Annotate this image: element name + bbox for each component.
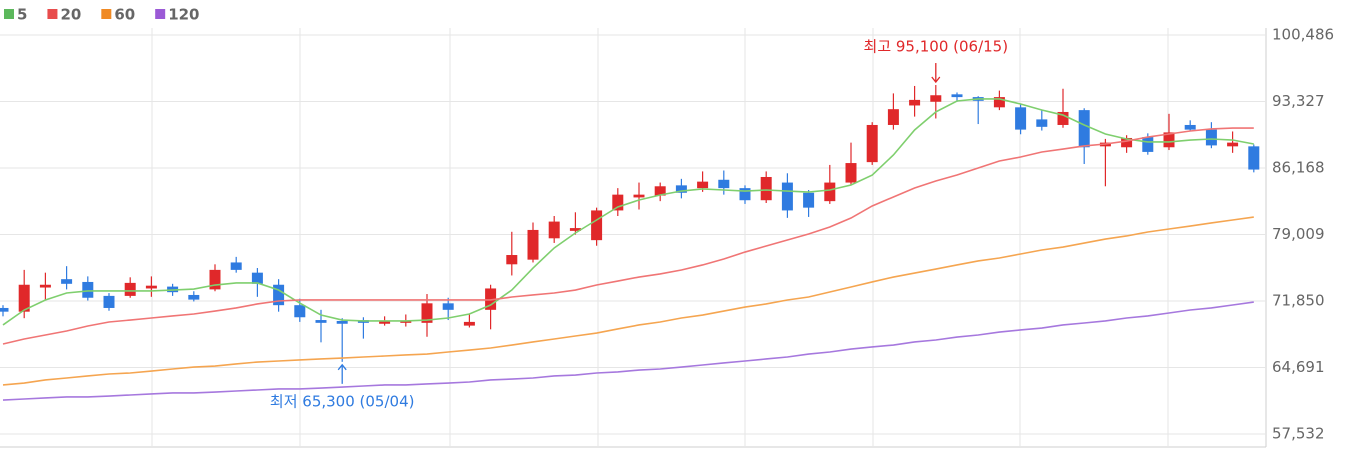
candle-body bbox=[548, 221, 560, 239]
legend-swatch bbox=[101, 9, 112, 19]
legend-swatch bbox=[47, 9, 58, 19]
candle-body bbox=[103, 295, 115, 308]
candle-body bbox=[612, 194, 624, 211]
candle-body bbox=[781, 182, 793, 211]
candle-body bbox=[0, 307, 9, 312]
candle-body bbox=[824, 182, 836, 202]
candle-body bbox=[1057, 111, 1069, 125]
candle-body bbox=[951, 94, 963, 98]
legend-label: 120 bbox=[168, 6, 199, 24]
candle-body bbox=[1015, 107, 1027, 130]
annotation-label: 최저 65,300 (05/04) bbox=[270, 392, 415, 410]
candle-body bbox=[421, 303, 433, 323]
candle-body bbox=[633, 194, 645, 198]
moving-average-line bbox=[2, 216, 1254, 386]
y-tick-label: 71,850 bbox=[1272, 292, 1325, 310]
candle-body bbox=[718, 179, 730, 189]
y-tick-label: 57,532 bbox=[1272, 425, 1325, 443]
legend-label: 5 bbox=[17, 6, 27, 24]
candle-body bbox=[930, 95, 942, 102]
annotation-label: 최고 95,100 (06/15) bbox=[864, 38, 1009, 56]
candle-body bbox=[1163, 132, 1175, 148]
y-tick-label: 86,168 bbox=[1272, 159, 1325, 177]
candle-body bbox=[230, 262, 242, 270]
candle-body bbox=[887, 109, 899, 125]
legend-swatch bbox=[4, 9, 14, 19]
annotation-arrowhead bbox=[931, 76, 941, 84]
candle-body bbox=[739, 188, 751, 201]
candle-body bbox=[1078, 110, 1090, 148]
candle-body bbox=[379, 320, 391, 324]
moving-average-line bbox=[2, 127, 1254, 345]
annotation-arrowhead bbox=[337, 363, 347, 371]
moving-average-line bbox=[2, 301, 1254, 401]
candle-body bbox=[1205, 129, 1217, 146]
candle-body bbox=[845, 163, 857, 183]
candle-body bbox=[1142, 137, 1154, 152]
candle-body bbox=[569, 228, 581, 231]
candle-body bbox=[1184, 124, 1196, 130]
candle-body bbox=[675, 185, 687, 193]
candles bbox=[0, 85, 1260, 362]
candle-body bbox=[82, 281, 94, 298]
candle-body bbox=[124, 282, 136, 296]
moving-average-line bbox=[2, 98, 1254, 326]
candle-body bbox=[485, 288, 497, 310]
candle-body bbox=[273, 284, 285, 306]
candle-body bbox=[400, 320, 412, 323]
candle-body bbox=[866, 124, 878, 163]
candle-body bbox=[39, 284, 51, 288]
y-tick-label: 93,327 bbox=[1272, 92, 1325, 110]
candle-body bbox=[506, 255, 518, 265]
candle-body bbox=[697, 181, 709, 189]
candle-body bbox=[315, 320, 327, 323]
legend-swatch bbox=[155, 9, 166, 19]
legend-label: 20 bbox=[60, 6, 81, 24]
candle-body bbox=[442, 303, 454, 310]
candle-body bbox=[1036, 119, 1048, 127]
candle-body bbox=[1227, 142, 1239, 147]
candle-body bbox=[336, 320, 348, 324]
candle-body bbox=[993, 97, 1005, 108]
candle-body bbox=[18, 284, 30, 312]
candle-body bbox=[1248, 146, 1260, 170]
candle-body bbox=[1121, 137, 1133, 148]
candle-body bbox=[527, 229, 539, 260]
candle-body bbox=[654, 186, 666, 196]
candle-body bbox=[145, 285, 157, 289]
y-tick-label: 100,486 bbox=[1272, 26, 1334, 44]
candle-body bbox=[760, 176, 772, 201]
candle-body bbox=[803, 192, 815, 208]
y-tick-label: 79,009 bbox=[1272, 225, 1325, 243]
candle-body bbox=[591, 210, 603, 241]
candle-body bbox=[909, 99, 921, 106]
candle-body bbox=[209, 269, 221, 290]
y-tick-label: 64,691 bbox=[1272, 358, 1325, 376]
candle-body bbox=[251, 272, 263, 284]
legend-label: 60 bbox=[114, 6, 135, 24]
candle-body bbox=[463, 321, 475, 326]
candle-body bbox=[61, 279, 73, 284]
candle-body bbox=[294, 305, 306, 318]
candle-body bbox=[188, 294, 200, 300]
vertical-grid bbox=[151, 28, 1169, 446]
